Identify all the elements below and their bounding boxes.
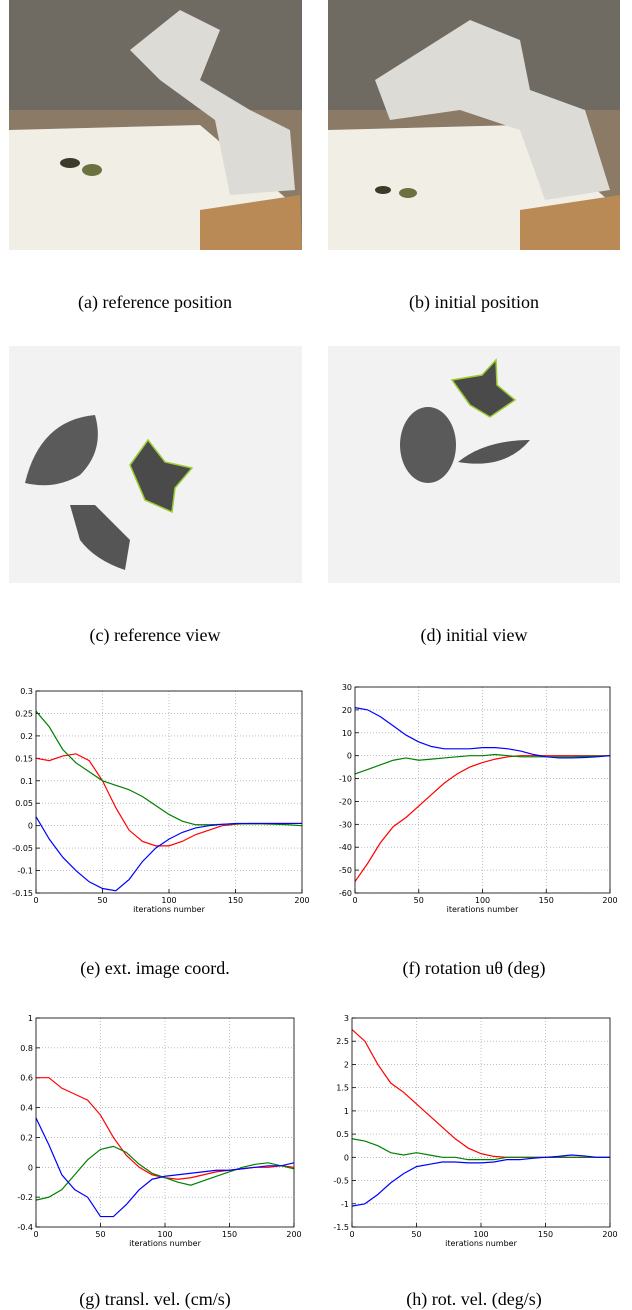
y-tick-label: 3 xyxy=(344,1014,349,1023)
y-tick-label: 0.8 xyxy=(20,1044,33,1053)
y-tick-label: 2.5 xyxy=(336,1037,349,1046)
x-axis-label: iterations number xyxy=(447,905,519,914)
y-tick-label: 1 xyxy=(344,1107,349,1116)
x-tick-label: 100 xyxy=(475,896,490,905)
y-tick-label: 10 xyxy=(342,729,352,738)
x-tick-label: 100 xyxy=(473,1230,488,1239)
y-tick-label: 1 xyxy=(28,1014,33,1023)
y-tick-label: 0.5 xyxy=(336,1130,349,1139)
caption: (a) reference position xyxy=(78,292,232,313)
caption: (f) rotation uθ (deg) xyxy=(402,958,545,979)
y-tick-label: -0.4 xyxy=(17,1223,33,1232)
y-tick-label: 0.05 xyxy=(15,799,33,808)
y-tick-label: -10 xyxy=(339,775,352,784)
y-tick-label: 2 xyxy=(344,1060,349,1069)
y-tick-label: 0.1 xyxy=(20,777,33,786)
x-tick-label: 50 xyxy=(414,896,424,905)
y-tick-label: -60 xyxy=(339,889,352,898)
x-tick-label: 0 xyxy=(352,896,357,905)
y-tick-label: 20 xyxy=(342,706,352,715)
photo-reference-view xyxy=(9,346,302,583)
caption: (d) initial view xyxy=(421,625,528,646)
x-axis-label: iterations number xyxy=(133,905,205,914)
x-tick-label: 200 xyxy=(286,1230,301,1239)
photo-initial-view xyxy=(328,346,620,583)
y-tick-label: -0.05 xyxy=(12,844,33,853)
y-tick-label: 0.15 xyxy=(15,754,33,763)
y-tick-label: 0.2 xyxy=(20,732,33,741)
caption: (c) reference view xyxy=(90,625,221,646)
x-tick-label: 150 xyxy=(228,896,243,905)
y-tick-label: 1.5 xyxy=(336,1084,349,1093)
y-tick-label: 0 xyxy=(28,822,33,831)
figure: (a) reference position (b) initial posit… xyxy=(0,0,632,1310)
caption: (b) initial position xyxy=(409,292,539,313)
x-tick-label: 0 xyxy=(33,896,38,905)
x-tick-label: 150 xyxy=(538,1230,553,1239)
y-tick-label: -0.15 xyxy=(12,889,33,898)
photo-reference-position xyxy=(9,0,302,250)
x-tick-label: 200 xyxy=(294,896,309,905)
y-tick-label: 0 xyxy=(28,1163,33,1172)
y-tick-label: 0 xyxy=(344,1153,349,1162)
x-tick-label: 150 xyxy=(539,896,554,905)
y-tick-label: -0.2 xyxy=(17,1193,33,1202)
x-tick-label: 0 xyxy=(349,1230,354,1239)
y-tick-label: 0.25 xyxy=(15,709,33,718)
caption: (g) transl. vel. (cm/s) xyxy=(79,1289,230,1310)
x-tick-label: 50 xyxy=(97,896,107,905)
y-tick-label: 0.3 xyxy=(20,687,33,696)
x-tick-label: 200 xyxy=(602,1230,617,1239)
y-tick-label: -0.1 xyxy=(17,867,33,876)
y-tick-label: 0 xyxy=(347,752,352,761)
x-tick-label: 50 xyxy=(95,1230,105,1239)
y-tick-label: -20 xyxy=(339,797,352,806)
y-tick-label: 0.4 xyxy=(20,1104,33,1113)
x-tick-label: 50 xyxy=(411,1230,421,1239)
x-tick-label: 150 xyxy=(222,1230,237,1239)
y-tick-label: -30 xyxy=(339,820,352,829)
x-tick-label: 100 xyxy=(157,1230,172,1239)
y-tick-label: 0.2 xyxy=(20,1133,33,1142)
caption: (e) ext. image coord. xyxy=(80,958,229,979)
photo-initial-position xyxy=(328,0,620,250)
x-axis-label: iterations number xyxy=(445,1239,517,1248)
y-tick-label: -1.5 xyxy=(333,1223,349,1232)
y-tick-label: -50 xyxy=(339,866,352,875)
y-tick-label: -1 xyxy=(341,1200,349,1209)
y-tick-label: -0.5 xyxy=(333,1177,349,1186)
y-tick-label: 0.6 xyxy=(20,1074,33,1083)
x-tick-label: 200 xyxy=(602,896,617,905)
y-tick-label: 30 xyxy=(342,683,352,692)
y-tick-label: -40 xyxy=(339,843,352,852)
x-axis-label: iterations number xyxy=(129,1239,201,1248)
x-tick-label: 0 xyxy=(33,1230,38,1239)
caption: (h) rot. vel. (deg/s) xyxy=(406,1289,541,1310)
x-tick-label: 100 xyxy=(161,896,176,905)
